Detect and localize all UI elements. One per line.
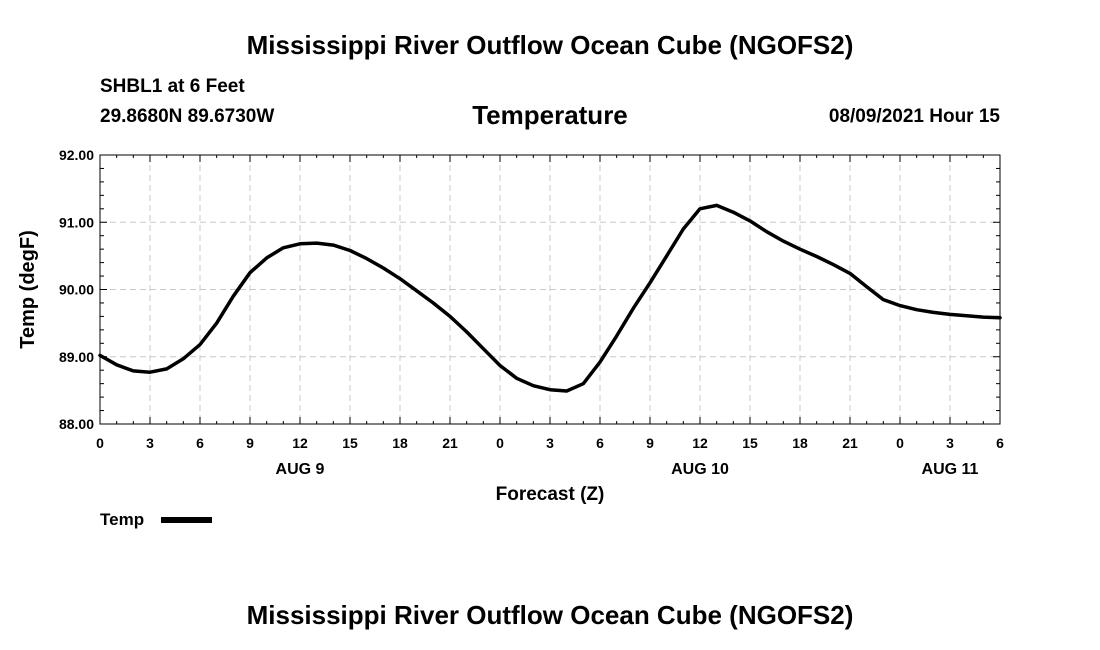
axis-labels: 0 3 6 9 12 15 18 21 0 3 6 9 12 15 18 21 0 3 6 88.00 89.00 90.…	[59, 147, 1004, 478]
x-tick-label: 15	[742, 435, 758, 451]
x-tick-label: 6	[996, 435, 1004, 451]
x-tick-label: 3	[946, 435, 954, 451]
x-tick-label: 0	[96, 435, 104, 451]
date-label: AUG 11	[922, 461, 979, 478]
x-tick-label: 12	[292, 435, 308, 451]
station-coordinates: 29.8680N 89.6730W	[100, 106, 275, 127]
y-tick-label: 89.00	[59, 349, 94, 365]
y-tick-label: 88.00	[59, 416, 94, 432]
x-tick-label: 3	[146, 435, 154, 451]
x-tick-label: 21	[842, 435, 858, 451]
footer-title: Mississippi River Outflow Ocean Cube (NG…	[246, 600, 854, 630]
date-label: AUG 10	[671, 461, 729, 478]
grid	[100, 155, 1000, 424]
x-tick-label: 0	[496, 435, 504, 451]
legend: Temp	[100, 510, 212, 529]
x-tick-label: 3	[546, 435, 554, 451]
x-tick-label: 18	[792, 435, 808, 451]
y-tick-label: 90.00	[59, 282, 94, 298]
x-tick-label: 12	[692, 435, 708, 451]
x-tick-label: 9	[646, 435, 654, 451]
variable-title: Temperature	[472, 100, 628, 130]
forecast-time: 08/09/2021 Hour 15	[828, 106, 1000, 127]
y-tick-label: 91.00	[59, 214, 94, 230]
ticks	[99, 154, 1001, 425]
y-tick-label: 92.00	[59, 147, 94, 163]
series-line-temp	[98, 203, 1002, 393]
x-tick-label: 15	[342, 435, 358, 451]
y-axis-label: Temp (degF)	[17, 230, 39, 349]
x-tick-label: 9	[246, 435, 254, 451]
x-tick-label: 18	[392, 435, 408, 451]
station-name: SHBL1 at 6 Feet	[100, 76, 245, 97]
x-tick-label: 6	[196, 435, 204, 451]
date-label: AUG 9	[276, 461, 325, 478]
x-tick-label: 21	[442, 435, 458, 451]
x-axis-label: Forecast (Z)	[496, 484, 605, 505]
chart-title: Mississippi River Outflow Ocean Cube (NG…	[246, 30, 854, 60]
legend-label: Temp	[100, 510, 144, 529]
x-tick-label: 0	[896, 435, 904, 451]
x-tick-label: 6	[596, 435, 604, 451]
